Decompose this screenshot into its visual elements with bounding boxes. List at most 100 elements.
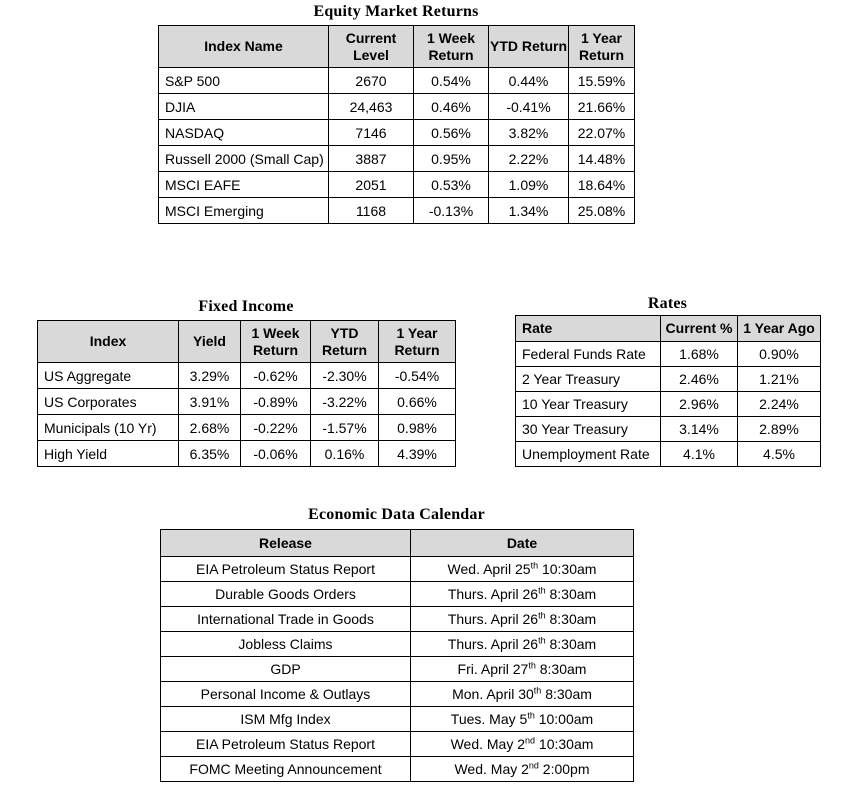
release-cell: Jobless Claims [160, 631, 411, 657]
release-cell: ISM Mfg Index [160, 706, 411, 732]
index-name-cell: NASDAQ [158, 119, 329, 146]
date-text: Mon. April 30 [452, 686, 534, 702]
year-return-cell: 0.98% [378, 414, 456, 441]
fixed-income-table: Index Yield 1 Week Return YTD Return 1 Y… [37, 320, 456, 467]
date-ordinal: th [538, 610, 546, 621]
table-row: Durable Goods Orders Thurs. April 26th 8… [160, 581, 634, 607]
current-pct-cell: 1.68% [660, 341, 738, 367]
week-return-cell: 0.54% [413, 67, 489, 94]
ytd-return-cell: -2.30% [310, 362, 379, 389]
date-cell: Tues. May 5th 10:00am [410, 706, 634, 732]
economic-calendar-table: Release Date EIA Petroleum Status Report… [160, 529, 634, 782]
ytd-return-cell: 3.82% [488, 119, 569, 146]
table-row: 2 Year Treasury 2.46% 1.21% [515, 366, 821, 392]
table-row: MSCI EAFE 2051 0.53% 1.09% 18.64% [158, 171, 635, 198]
week-return-cell: -0.89% [240, 388, 311, 415]
date-cell: Wed. May 2nd 10:30am [410, 731, 634, 757]
header-row: Index Yield 1 Week Return YTD Return 1 Y… [37, 320, 456, 363]
rate-name-cell: 30 Year Treasury [515, 416, 661, 442]
yield-cell: 3.91% [178, 388, 241, 415]
table-row: Municipals (10 Yr) 2.68% -0.22% -1.57% 0… [37, 414, 456, 441]
date-text: Wed. May 2 [450, 736, 526, 752]
release-cell: FOMC Meeting Announcement [160, 756, 411, 782]
column-header-ytd-return: YTD Return [488, 25, 569, 68]
date-time: 8:30am [545, 586, 597, 602]
date-cell: Thurs. April 26th 8:30am [410, 581, 634, 607]
table-row: S&P 500 2670 0.54% 0.44% 15.59% [158, 67, 635, 94]
date-time: 10:00am [534, 711, 594, 727]
date-time: 8:30am [541, 686, 592, 702]
year-return-cell: 4.39% [378, 440, 456, 467]
table-row: FOMC Meeting Announcement Wed. May 2nd 2… [160, 756, 634, 782]
date-text: Tues. May 5 [450, 711, 528, 727]
column-header-week-return: 1 Week Return [240, 320, 311, 363]
table-row: High Yield 6.35% -0.06% 0.16% 4.39% [37, 440, 456, 467]
current-level-cell: 7146 [328, 119, 414, 146]
week-return-cell: 0.53% [413, 171, 489, 198]
current-level-cell: 3887 [328, 145, 414, 172]
date-cell: Fri. April 27th 8:30am [410, 656, 634, 682]
date-cell: Wed. April 25th 10:30am [410, 556, 634, 582]
table-row: US Corporates 3.91% -0.89% -3.22% 0.66% [37, 388, 456, 415]
week-return-cell: 0.46% [413, 93, 489, 120]
year-ago-cell: 2.24% [737, 391, 821, 417]
ytd-return-cell: -0.41% [488, 93, 569, 120]
column-header-current-pct: Current % [660, 315, 738, 342]
date-ordinal: th [528, 660, 536, 671]
column-header-year-ago: 1 Year Ago [737, 315, 821, 342]
date-time: 8:30am [545, 636, 597, 652]
date-text: Thurs. April 26 [447, 636, 539, 652]
header-row: Rate Current % 1 Year Ago [515, 315, 821, 342]
current-pct-cell: 4.1% [660, 441, 738, 467]
current-pct-cell: 2.46% [660, 366, 738, 392]
index-name-cell: Russell 2000 (Small Cap) [158, 145, 329, 172]
column-header-ytd-return: YTD Return [310, 320, 379, 363]
date-cell: Wed. May 2nd 2:00pm [410, 756, 634, 782]
rate-name-cell: Unemployment Rate [515, 441, 661, 467]
date-cell: Thurs. April 26th 8:30am [410, 631, 634, 657]
year-return-cell: 25.08% [568, 197, 635, 224]
table-row: EIA Petroleum Status Report Wed. April 2… [160, 556, 634, 582]
index-name-cell: US Aggregate [37, 362, 179, 389]
table-row: NASDAQ 7146 0.56% 3.82% 22.07% [158, 119, 635, 146]
current-pct-cell: 2.96% [660, 391, 738, 417]
rates-section-title: Rates [647, 295, 688, 312]
week-return-cell: -0.13% [413, 197, 489, 224]
index-name-cell: Municipals (10 Yr) [37, 414, 179, 441]
table-row: Federal Funds Rate 1.68% 0.90% [515, 341, 821, 367]
date-ordinal: th [527, 710, 535, 721]
table-row: 10 Year Treasury 2.96% 2.24% [515, 391, 821, 417]
ytd-return-cell: 0.44% [488, 67, 569, 94]
header-row: Release Date [160, 529, 634, 557]
current-level-cell: 1168 [328, 197, 414, 224]
year-return-cell: 0.66% [378, 388, 456, 415]
column-header-week-return: 1 Week Return [413, 25, 489, 68]
year-return-cell: 21.66% [568, 93, 635, 120]
date-time: 10:30am [538, 561, 597, 577]
date-time: 2:00pm [538, 761, 590, 777]
equity-returns-table: Index Name Current Level 1 Week Return Y… [158, 25, 635, 224]
date-ordinal: nd [525, 735, 536, 746]
column-header-release: Release [160, 529, 411, 557]
date-text: Fri. April 27 [457, 661, 529, 677]
yield-cell: 2.68% [178, 414, 241, 441]
equity-section-title: Equity Market Returns [313, 3, 479, 20]
week-return-cell: -0.62% [240, 362, 311, 389]
column-header-index: Index [37, 320, 179, 363]
year-return-cell: -0.54% [378, 362, 456, 389]
date-cell: Mon. April 30th 8:30am [410, 681, 634, 707]
year-ago-cell: 4.5% [737, 441, 821, 467]
date-ordinal: nd [528, 760, 539, 771]
current-level-cell: 24,463 [328, 93, 414, 120]
date-ordinal: th [533, 685, 542, 696]
release-cell: EIA Petroleum Status Report [160, 731, 411, 757]
year-return-cell: 14.48% [568, 145, 635, 172]
column-header-year-return: 1 Year Return [378, 320, 456, 363]
index-name-cell: S&P 500 [158, 67, 329, 94]
year-return-cell: 22.07% [568, 119, 635, 146]
ytd-return-cell: -3.22% [310, 388, 379, 415]
rate-name-cell: 10 Year Treasury [515, 391, 661, 417]
date-time: 8:30am [545, 611, 597, 627]
week-return-cell: 0.56% [413, 119, 489, 146]
fixed-income-section-title: Fixed Income [198, 298, 294, 315]
